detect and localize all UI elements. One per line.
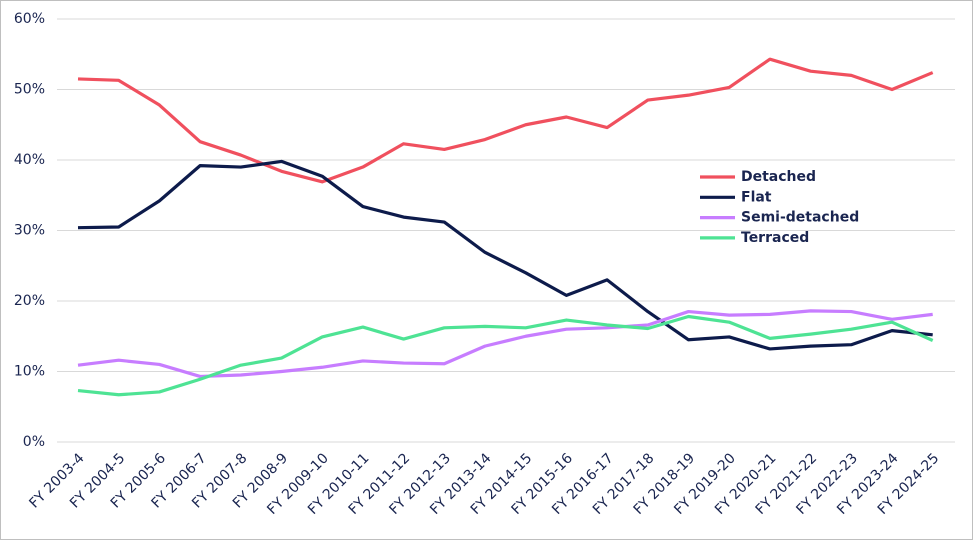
y-tick-label: 20%	[14, 293, 45, 309]
legend-label: Flat	[741, 189, 772, 205]
legend-label: Semi-detached	[741, 210, 859, 226]
y-tick-label: 10%	[14, 364, 45, 380]
series-line	[77, 309, 933, 379]
y-tick-label: 0%	[23, 434, 45, 450]
series-line	[77, 57, 934, 184]
series-line	[77, 159, 933, 351]
y-tick-label: 50%	[14, 82, 45, 98]
series-line	[77, 314, 934, 397]
legend-label: Detached	[741, 169, 816, 185]
y-tick-label: 30%	[14, 223, 45, 239]
y-tick-label: 40%	[14, 152, 45, 168]
legend-label: Terraced	[741, 230, 809, 246]
y-tick-label: 60%	[14, 11, 45, 27]
